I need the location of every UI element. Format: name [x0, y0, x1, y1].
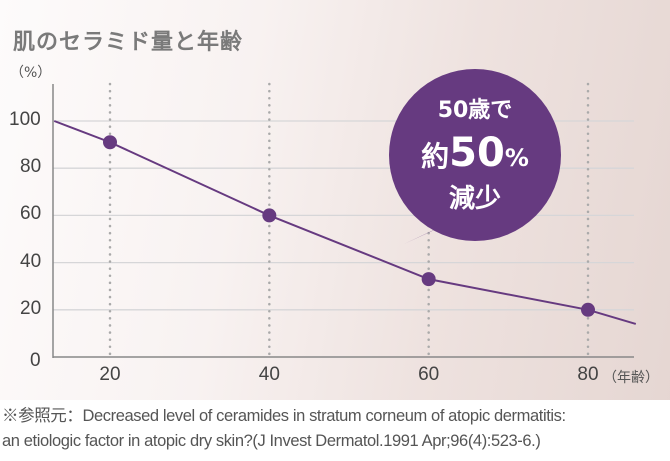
- data-point: [421, 272, 436, 287]
- annotation-value: 50: [449, 130, 505, 176]
- annotation-line1: 50歳で: [437, 98, 513, 123]
- y-tick-label: 100: [9, 109, 41, 130]
- x-tick-label: 60: [418, 364, 440, 385]
- annotation-percent: %: [504, 144, 529, 172]
- data-point: [581, 302, 595, 317]
- annotation-line2: 約50%: [390, 130, 560, 176]
- y-axis-label: （%）: [10, 65, 52, 81]
- x-tick-label: 20: [99, 364, 121, 385]
- footer-background: [0, 400, 670, 461]
- y-tick-label: 60: [20, 203, 42, 225]
- annotation-bubble: [389, 69, 561, 241]
- source-note: ※参照元：Decreased level of ceramides in str…: [2, 404, 670, 454]
- y-tick-label: 20: [20, 297, 42, 319]
- annotation-about: 約: [421, 140, 450, 173]
- x-tick-label: 80: [577, 364, 599, 385]
- y-tick-label: 40: [20, 250, 42, 272]
- annotation-line3: 減少: [448, 184, 501, 214]
- chart-title: 肌のセラミド量と年齢: [13, 30, 244, 55]
- data-point: [262, 208, 277, 223]
- y-tick-label: 0: [30, 350, 41, 371]
- x-axis-label: （年齢）: [603, 370, 659, 386]
- series-line: [53, 120, 637, 325]
- y-tick-label: 80: [20, 156, 42, 178]
- data-point: [103, 135, 117, 150]
- source-note-line1: ※参照元：Decreased level of ceramides in str…: [2, 407, 566, 425]
- x-tick-label: 40: [258, 364, 280, 385]
- source-note-line2: an etiologic factor in atopic dry skin?(…: [2, 432, 541, 450]
